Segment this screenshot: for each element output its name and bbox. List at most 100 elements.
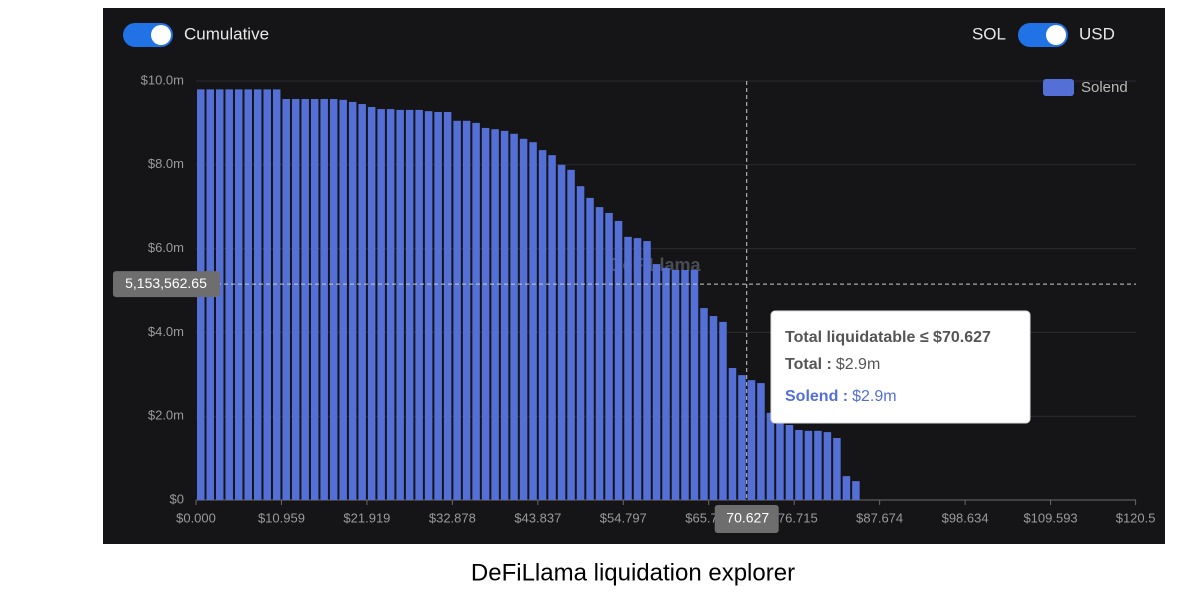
y-tick-label: $0 (170, 491, 184, 506)
bar (348, 101, 357, 500)
bar (823, 432, 832, 500)
bar (776, 422, 784, 500)
bar (738, 375, 746, 500)
y-tick-label: $2.0m (148, 408, 184, 423)
bar (500, 130, 509, 500)
unit-label: USD (1079, 24, 1115, 43)
bar (633, 238, 642, 500)
bar (662, 267, 670, 500)
bar (234, 89, 243, 500)
bar (671, 269, 680, 500)
bar (491, 129, 499, 500)
bar (405, 109, 414, 500)
x-tick-label: $109.593 (1023, 510, 1077, 525)
bar (538, 150, 547, 500)
bar (282, 99, 290, 500)
bar (709, 316, 718, 500)
bar (576, 186, 585, 500)
bar (481, 127, 490, 500)
x-tick-label: $87.674 (856, 510, 903, 525)
bar (795, 430, 803, 500)
bar (263, 89, 271, 500)
y-tick-label: $6.0m (148, 240, 184, 255)
legend-label: Solend (1081, 79, 1128, 96)
x-tick-label: $32.878 (429, 510, 476, 525)
unit-label: SOL (972, 24, 1006, 43)
bar (415, 109, 423, 500)
tooltip-row-value: $2.9m (852, 388, 896, 405)
bar (519, 138, 528, 500)
x-tick-label: $21.919 (343, 510, 390, 525)
x-tick-label: $0.000 (176, 510, 216, 525)
x-tick-label: $120.5 (1116, 510, 1156, 525)
bar (652, 264, 661, 500)
bar (253, 89, 262, 500)
bar (244, 89, 252, 500)
bar (367, 106, 376, 500)
bar (804, 430, 813, 500)
y-tick-label: $4.0m (148, 324, 184, 339)
crosshair-x-box (714, 505, 779, 533)
bar (567, 169, 575, 500)
bar (833, 437, 841, 500)
x-tick-label: $76.715 (771, 510, 818, 525)
bar (747, 380, 756, 500)
tooltip-title: Total liquidatable ≤ $70.627 (785, 329, 991, 346)
bar (529, 142, 537, 500)
bar (605, 212, 613, 501)
bar (424, 111, 433, 500)
bar (595, 207, 604, 500)
caption: DeFiLlama liquidation explorer (471, 559, 795, 586)
bar (339, 99, 347, 500)
bar (852, 481, 860, 500)
bar (785, 424, 794, 500)
bar (377, 109, 385, 500)
x-tick-label: $43.837 (514, 510, 561, 525)
bar (614, 220, 623, 501)
crosshair-y-box (113, 271, 220, 298)
bar (766, 412, 775, 500)
bar (690, 269, 699, 500)
toggle-label: Cumulative (184, 24, 269, 43)
bar (700, 308, 708, 500)
bar (557, 164, 566, 501)
bar (225, 89, 233, 500)
crosshair-x-label: 70.627 (726, 510, 769, 526)
bar (643, 241, 651, 501)
bar (814, 430, 822, 500)
bar (329, 99, 338, 500)
bar (434, 112, 442, 501)
crosshair-y-label: 5,153,562.65 (125, 275, 207, 291)
bar (624, 236, 632, 501)
plot: DeFiLlama$0$2.0m$4.0m$6.0m$8.0m$10.0m$0.… (113, 72, 1155, 533)
bar (272, 89, 281, 500)
bar (320, 99, 328, 500)
bar (681, 269, 689, 500)
x-tick-label: $10.959 (258, 510, 305, 525)
bar (453, 120, 461, 501)
bar (310, 99, 319, 500)
bar (358, 104, 366, 501)
bar (757, 383, 765, 500)
tooltip-row-label: Total : (785, 356, 832, 373)
x-tick-label: $54.797 (600, 510, 647, 525)
tooltip-row-value: $2.9m (836, 356, 880, 373)
legend-swatch (1043, 79, 1074, 96)
x-tick-label: $98.634 (942, 510, 989, 525)
y-tick-label: $10.0m (141, 72, 184, 87)
bar (548, 155, 556, 500)
bar (386, 109, 395, 500)
y-tick-label: $8.0m (148, 156, 184, 171)
bar (291, 99, 300, 500)
toggle-knob (151, 25, 171, 45)
bar (719, 321, 727, 500)
bar (586, 197, 594, 500)
bar (842, 476, 851, 500)
bar (396, 109, 404, 500)
bar (728, 368, 737, 500)
tooltip (770, 310, 1031, 424)
tooltip-row-label: Solend : (785, 388, 848, 405)
bar (472, 122, 480, 501)
bar (301, 99, 309, 500)
